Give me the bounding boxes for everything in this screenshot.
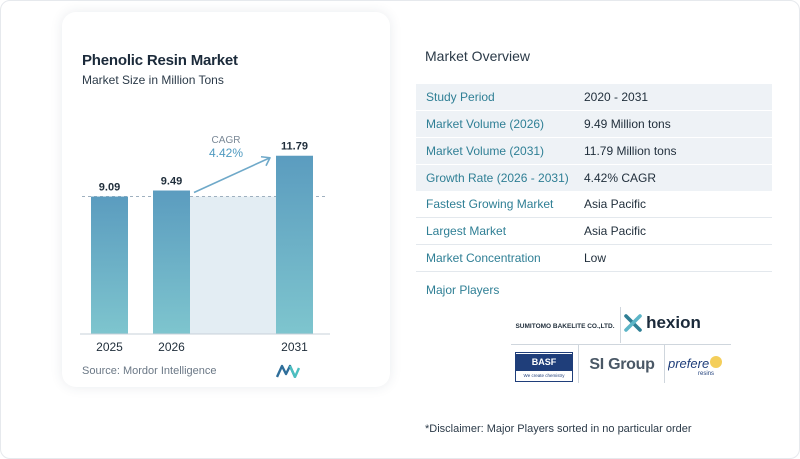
bar-value-label: 9.49 [161,176,182,188]
hexion-mark-icon [624,314,642,332]
row-value: Asia Pacific [584,224,647,238]
row-label: Largest Market [426,224,507,238]
row-divider [416,271,772,272]
overview-row: Largest Market Asia Pacific [416,218,772,244]
cagr-arrow-head [260,155,271,167]
cagr-label: CAGR [212,135,241,146]
sumitomo-logo-text: SUMITOMO BAKELITE CO.,LTD. [515,322,615,330]
bar-value-label: 9.09 [99,182,120,194]
overview-title: Market Overview [425,48,531,64]
chart-subtitle: Market Size in Million Tons [82,73,224,87]
cagr-band [190,196,276,334]
row-label: Market Volume (2031) [426,144,545,158]
overview-row: Market Volume (2031) 11.79 Million tons [416,138,772,164]
row-value: 9.49 Million tons [584,117,671,131]
overview-row: Market Concentration Low [416,245,772,271]
prefere-logo: prefere resins [668,352,732,382]
basf-logo-text: BASF [516,354,572,371]
row-label: Fastest Growing Market [426,197,554,211]
hexion-logo: hexion [622,309,702,337]
x-tick-label: 2026 [158,340,185,354]
row-divider [416,244,772,245]
overview-row: Fastest Growing Market Asia Pacific [416,191,772,217]
row-value: 11.79 Million tons [584,144,677,158]
x-tick-label: 2031 [281,340,308,354]
bar [276,155,313,334]
sumitomo-logo: SUMITOMO BAKELITE CO.,LTD. [511,310,619,342]
si-group-logo: SI Group [580,350,664,380]
overview-row: Market Volume (2026) 9.49 Million tons [416,111,772,137]
chart-title: Phenolic Resin Market [82,52,238,69]
logo-divider [664,345,665,383]
row-value: Low [584,251,607,265]
chart-card: 9.09 2025 9.49 2026 11.79 2031 CAGR 4.42% Pheno… [62,12,390,387]
source-text: Source: Mordor Intelligence [82,365,217,377]
row-label: Study Period [426,90,495,104]
prefere-sun-icon [710,356,722,368]
logo-divider [620,307,621,343]
overview-row: Growth Rate (2026 - 2031) 4.42% CAGR [416,165,772,191]
basf-logo: BASF We create chemistry [515,352,573,382]
row-label: Market Concentration [426,251,541,265]
prefere-tagline: resins [698,371,715,377]
disclaimer-text: *Disclaimer: Major Players sorted in no … [425,423,692,435]
cagr-arrow [193,157,271,194]
cagr-value: 4.42% [209,146,243,160]
bar [91,196,128,334]
row-label: Market Volume (2026) [426,117,545,131]
row-label: Growth Rate (2026 - 2031) [426,171,569,185]
logo-divider [578,345,579,383]
overview-row: Study Period 2020 - 2031 [416,84,772,110]
x-tick-label: 2025 [96,340,123,354]
basf-tagline: We create chemistry [523,373,565,378]
logo-divider [511,344,731,345]
major-players-title: Major Players [426,283,500,297]
mordor-logo-icon [276,364,300,378]
row-value: 2020 - 2031 [584,90,649,104]
row-divider [416,217,772,218]
hexion-logo-text: hexion [646,313,701,332]
row-value: 4.42% CAGR [584,171,657,185]
bar-value-label: 11.79 [281,141,308,153]
si-group-logo-text: SI Group [589,356,655,373]
bar [153,190,190,334]
row-value: Asia Pacific [584,197,647,211]
prefere-logo-text: prefere [668,356,710,371]
